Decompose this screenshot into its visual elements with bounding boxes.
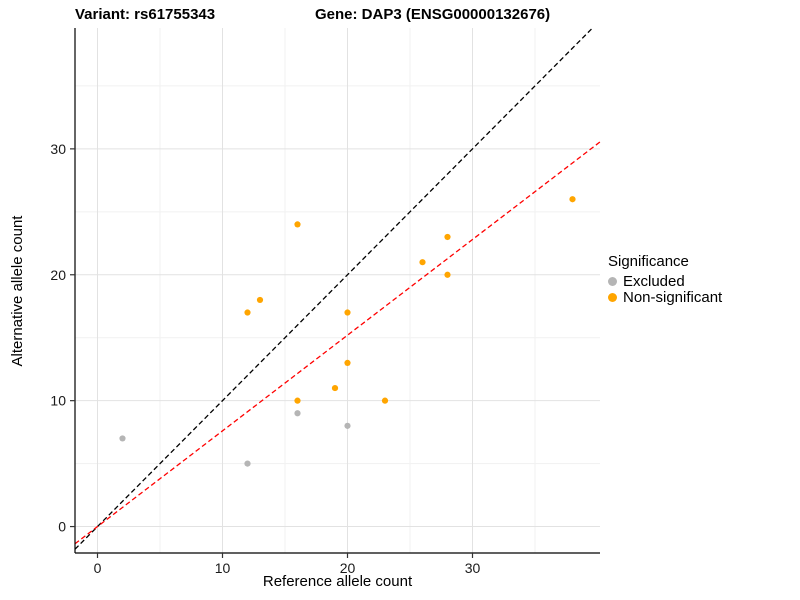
legend-title: Significance <box>608 253 689 270</box>
variant-title: Variant: rs61755343 <box>75 6 216 23</box>
data-point-non-significant <box>294 221 301 228</box>
gene-title: Gene: DAP3 (ENSG00000132676) <box>315 6 551 23</box>
y-tick-label: 0 <box>58 519 66 535</box>
y-tick-label: 10 <box>50 393 66 409</box>
x-tick-label: 30 <box>465 560 481 576</box>
data-point-excluded <box>244 460 251 467</box>
data-point-non-significant <box>344 309 351 316</box>
legend-dot-icon <box>608 276 617 286</box>
legend-entries: Excluded Non-significant <box>608 272 723 306</box>
y-axis-label: Alternative allele count <box>9 215 26 367</box>
data-point-non-significant <box>419 259 426 266</box>
x-tick-label: 0 <box>94 560 102 576</box>
data-point-non-significant <box>381 397 389 404</box>
identity-dashed-line <box>74 27 593 550</box>
legend: Significance Excluded Non-significant <box>608 253 723 306</box>
y-tick-label: 20 <box>50 267 66 283</box>
data-point-non-significant <box>444 271 451 278</box>
legend-entry-label: Non-significant <box>623 288 723 306</box>
legend-dot-icon <box>608 292 617 302</box>
data-point-excluded <box>344 422 351 429</box>
data-point-non-significant <box>244 309 251 316</box>
legend-entry-label: Excluded <box>623 272 685 290</box>
data-point-excluded <box>294 410 301 417</box>
data-point-non-significant <box>294 397 301 404</box>
legend-entry: Non-significant <box>608 288 723 306</box>
data-point-non-significant <box>444 233 451 241</box>
y-tick-label: 30 <box>50 141 66 157</box>
data-point-non-significant <box>569 196 576 203</box>
data-point-non-significant <box>331 384 339 392</box>
fit-dashed-line <box>74 141 601 545</box>
data-point-non-significant <box>344 359 351 366</box>
legend-entry: Excluded <box>608 272 722 290</box>
x-tick-label: 10 <box>215 560 231 576</box>
x-tick-label: 20 <box>340 560 356 576</box>
x-axis-label: Reference allele count <box>262 573 413 590</box>
data-point-excluded <box>119 435 126 442</box>
data-point-non-significant <box>256 296 264 304</box>
